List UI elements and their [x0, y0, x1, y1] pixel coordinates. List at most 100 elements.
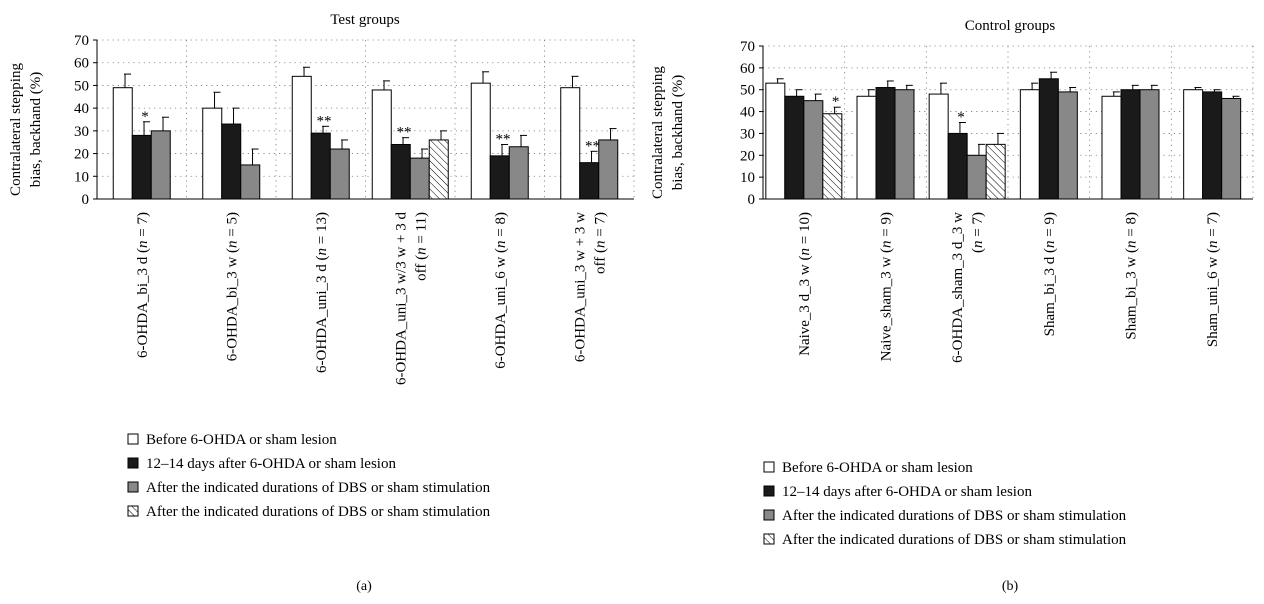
panel-label: (b): [1002, 579, 1019, 594]
y-tick-label: 0: [82, 192, 90, 208]
bar: [390, 143, 411, 200]
legend-label: 12–14 days after 6-OHDA or sham lesion: [782, 484, 1032, 500]
bar: [202, 107, 223, 200]
significance-marker: **: [317, 113, 332, 129]
bar: [1019, 89, 1040, 200]
category-label: 6-OHDA_sham_3 d_3 w: [950, 212, 966, 363]
bar: [240, 164, 261, 200]
bar: [112, 87, 133, 200]
bar: [560, 87, 581, 200]
y-axis-label: Contralateral stepping: [8, 63, 24, 196]
category-label: 6-OHDA_bi_3 w (n = 5): [224, 212, 240, 361]
bar: [784, 95, 805, 200]
category-label: Sham_bi_3 w (n = 8): [1124, 212, 1140, 340]
bar: [1057, 91, 1078, 200]
category-label: Sham_uni_6 w (n = 7): [1205, 212, 1221, 347]
bar: [1120, 89, 1141, 200]
bar: [985, 143, 1006, 200]
category-label: (n = 7): [970, 212, 986, 253]
category-label: Sham_bi_3 d (n = 9): [1042, 212, 1058, 336]
bar: [822, 113, 843, 200]
bar: [875, 87, 896, 200]
legend-swatch: [127, 457, 139, 469]
bar: [1221, 97, 1242, 200]
y-tick-label: 30: [740, 126, 755, 142]
category-label: 6-OHDA_uni_6 w (n = 8): [493, 212, 509, 369]
panel-label: (a): [356, 579, 372, 594]
significance-marker: **: [496, 131, 511, 147]
category-label: Naive_sham_3 w (n = 9): [879, 212, 895, 361]
significance-marker: *: [832, 94, 840, 110]
bar: [894, 89, 915, 200]
chart-test-groups: Test groups Contralateral stepping bias, b…: [8, 12, 635, 594]
legend-label: After the indicated durations of DBS or …: [782, 508, 1127, 524]
bar: [131, 134, 152, 200]
y-tick-label: 60: [74, 56, 89, 72]
category-label: off (n = 11): [413, 212, 429, 281]
legend-swatch: [763, 485, 775, 497]
y-tick-label: 10: [740, 170, 755, 186]
chart-title: Control groups: [965, 18, 1056, 34]
chart-control-groups: Control groups Contralateral stepping bias…: [650, 18, 1254, 594]
bar: [765, 82, 786, 200]
bar: [1202, 91, 1223, 200]
y-tick-label: 0: [748, 192, 756, 208]
y-tick-label: 70: [74, 33, 89, 49]
legend-label: Before 6-OHDA or sham lesion: [146, 432, 337, 448]
bar: [579, 162, 600, 200]
y-axis-label: bias, backhand (%): [28, 72, 44, 187]
y-axis-label: Contralateral stepping: [650, 66, 666, 199]
bar: [371, 89, 392, 200]
bar: [221, 123, 242, 200]
y-tick-label: 10: [74, 169, 89, 185]
legend-swatch: [763, 533, 775, 545]
bar: [856, 95, 877, 200]
category-label: 6-OHDA_uni_3 w + 3 w: [572, 212, 588, 362]
significance-marker: **: [397, 125, 412, 141]
y-tick-label: 60: [740, 61, 755, 77]
significance-marker: **: [585, 138, 600, 154]
bar: [409, 157, 430, 200]
bar: [1139, 89, 1160, 200]
y-tick-label: 50: [74, 78, 89, 94]
legend-swatch: [127, 505, 139, 517]
y-tick-label: 20: [740, 148, 755, 164]
category-label: Naive_3 d_3 w (n = 10): [797, 212, 813, 356]
bar: [489, 155, 510, 200]
y-tick-label: 40: [74, 101, 89, 117]
legend-label: 12–14 days after 6-OHDA or sham lesion: [146, 456, 396, 472]
bar: [803, 100, 824, 200]
bar: [1101, 95, 1122, 200]
significance-marker: *: [957, 110, 965, 126]
significance-marker: *: [141, 109, 149, 125]
legend-swatch: [127, 433, 139, 445]
bar: [428, 139, 449, 200]
bar: [150, 130, 171, 200]
bar: [310, 132, 331, 200]
bar: [291, 75, 312, 200]
y-axis-label: bias, backhand (%): [670, 75, 686, 190]
category-label: 6-OHDA_uni_3 d (n = 13): [314, 212, 330, 373]
bar: [470, 82, 491, 200]
y-tick-label: 40: [740, 105, 755, 121]
bar: [1183, 89, 1204, 200]
bar: [329, 148, 350, 200]
legend-label: After the indicated durations of DBS or …: [146, 480, 491, 496]
legend-swatch: [763, 509, 775, 521]
legend-swatch: [763, 461, 775, 473]
bar: [508, 146, 529, 200]
legend-label: Before 6-OHDA or sham lesion: [782, 460, 973, 476]
legend-swatch: [127, 481, 139, 493]
category-label: 6-OHDA_bi_3 d (n = 7): [135, 212, 151, 358]
y-tick-label: 20: [74, 147, 89, 163]
bar: [947, 132, 968, 200]
category-label: 6-OHDA_uni_3 w/3 w + 3 d: [393, 212, 409, 386]
y-tick-label: 50: [740, 83, 755, 99]
y-tick-label: 70: [740, 39, 755, 55]
legend-label: After the indicated durations of DBS or …: [782, 532, 1127, 548]
category-label: off (n = 7): [592, 212, 608, 274]
legend-label: After the indicated durations of DBS or …: [146, 504, 491, 520]
bar: [1038, 78, 1059, 200]
bar: [966, 154, 987, 200]
